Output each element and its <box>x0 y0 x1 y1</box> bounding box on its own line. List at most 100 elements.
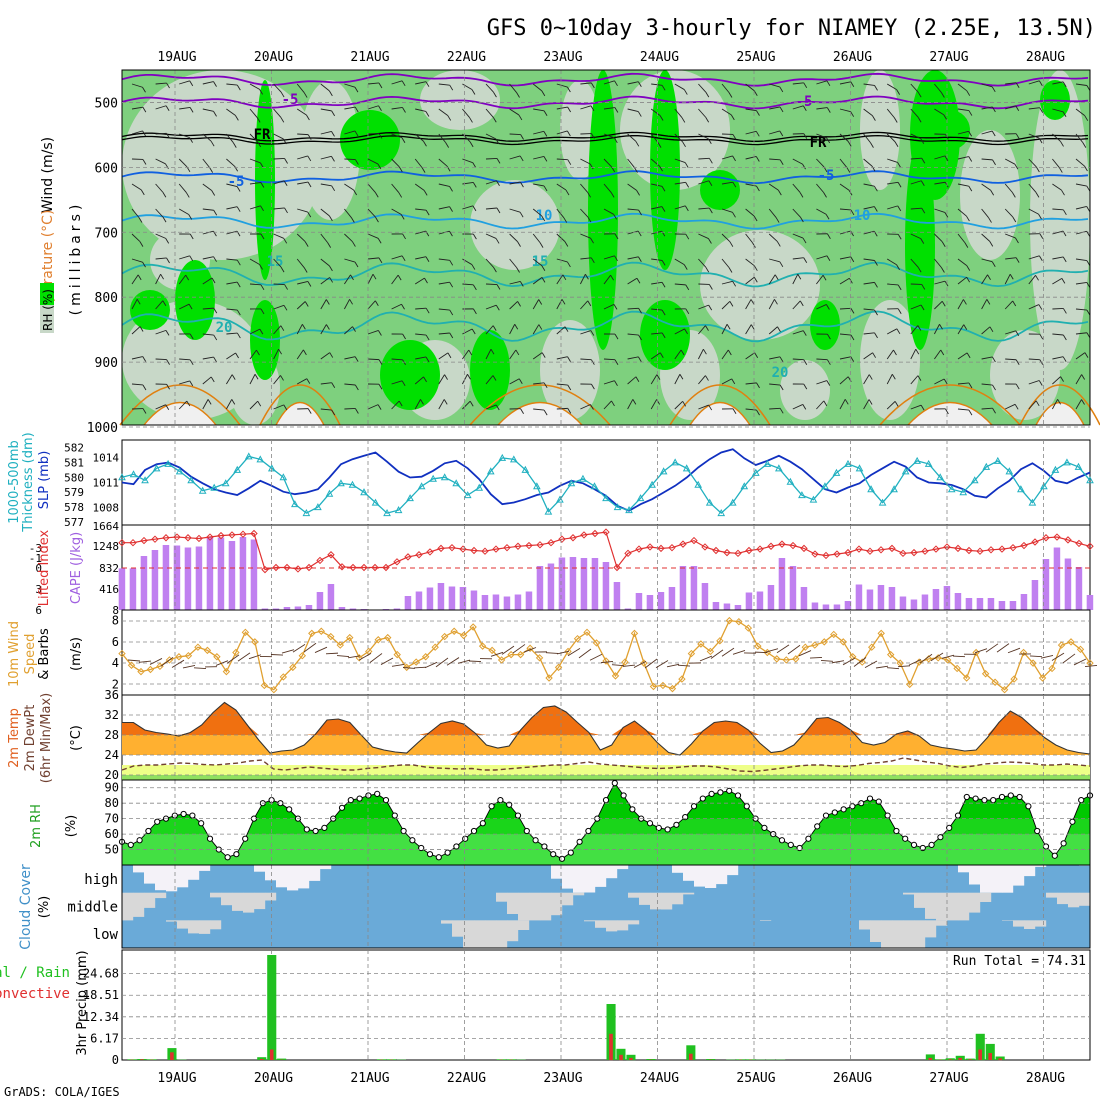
cape-bar <box>349 608 357 610</box>
rh-marker <box>743 803 750 810</box>
thickness-marker <box>498 453 507 461</box>
wind-speed-marker <box>1000 685 1009 694</box>
upper-wind-barb <box>1075 308 1087 311</box>
surface-wind-barb <box>666 663 680 668</box>
upper-wind-barb <box>226 332 238 335</box>
upper-wind-barb <box>934 233 943 243</box>
upper-wind-barb-flag <box>564 241 569 247</box>
thickness-marker <box>337 479 345 487</box>
upper-wind-barb-flag <box>467 374 471 380</box>
upper-wind-barb-flag <box>425 256 430 262</box>
upper-wind-barb <box>485 404 497 410</box>
lifted-index-marker <box>481 547 489 555</box>
cape-bar <box>1042 559 1050 610</box>
upper-wind-barb <box>721 108 732 116</box>
upper-wind-barb-flag <box>137 274 142 281</box>
upper-wind-barb-flag <box>423 376 427 383</box>
upper-wind-barb <box>532 83 543 92</box>
upper-wind-barb <box>509 83 517 93</box>
upper-wind-barb-flag <box>518 378 523 385</box>
upper-wind-barb <box>556 258 568 263</box>
contour-label: FR <box>254 127 271 143</box>
upper-wind-barb-flag <box>921 157 926 164</box>
upper-wind-barb <box>1005 257 1017 260</box>
upper-wind-barb <box>792 233 804 239</box>
upper-wind-barb-flag <box>260 284 265 291</box>
lifted-index-marker <box>987 546 995 554</box>
upper-wind-barb-flag <box>1086 260 1091 266</box>
upper-wind-barb-flag <box>1060 141 1064 147</box>
cloud-gap <box>1035 865 1047 867</box>
rh-marker <box>1025 803 1032 810</box>
upper-wind-barb <box>273 325 282 335</box>
lifted-index-marker <box>624 549 632 558</box>
upper-wind-barb <box>627 376 637 385</box>
rh-marker <box>532 837 539 844</box>
upper-wind-barb <box>816 400 825 410</box>
upper-wind-barb <box>391 303 402 310</box>
upper-wind-barb <box>1075 374 1083 385</box>
upper-wind-barb-flag <box>1062 81 1067 88</box>
cloud-gap <box>265 892 277 901</box>
upper-wind-barb-flag <box>397 274 402 281</box>
cape-bar <box>712 602 720 610</box>
upper-wind-barb-flag <box>986 299 991 305</box>
rh-marker <box>303 826 310 833</box>
rh-marker <box>884 812 891 819</box>
upper-wind-barb <box>627 81 639 85</box>
precip-convective-bar <box>998 1058 1002 1061</box>
upper-wind-barb-flag <box>449 309 454 316</box>
rh-marker <box>479 820 486 827</box>
upper-wind-barb-flag <box>331 156 335 162</box>
upper-wind-barb <box>886 328 898 335</box>
upper-wind-barb-flag <box>726 324 731 330</box>
cloud-gap <box>265 865 277 881</box>
upper-wind-barb-flag <box>355 408 359 414</box>
upper-wind-barb <box>532 233 541 243</box>
upper-wind-barb <box>320 83 330 92</box>
slp-tick: 1011 <box>93 477 120 490</box>
upper-wind-barb <box>367 358 380 361</box>
thickness-marker <box>798 491 806 499</box>
surface-wind-barb <box>303 642 317 653</box>
upper-wind-barb-flag <box>637 230 642 237</box>
surface-wind-barb <box>402 667 416 669</box>
surface-wind-barb <box>809 656 823 659</box>
lifted-index-marker <box>514 542 522 550</box>
upper-wind-barb <box>580 404 591 410</box>
upper-wind-barb <box>415 256 427 260</box>
upper-wind-barb-flag <box>636 277 641 284</box>
upper-wind-barb <box>155 273 161 285</box>
surface-wind-barb <box>941 654 955 659</box>
upper-wind-barb-flag <box>614 380 618 386</box>
upper-wind-barb-flag <box>1084 352 1089 358</box>
wind-speed-marker <box>516 650 525 659</box>
rh-marker <box>426 851 434 858</box>
upper-wind-barb <box>934 208 945 213</box>
upper-wind-barb-flag <box>278 348 282 355</box>
lifted-index-marker <box>954 544 962 553</box>
upper-wind-barb <box>674 283 686 286</box>
rh-marker <box>646 820 654 827</box>
isotherm-minus5 <box>121 95 1089 110</box>
cape-bar <box>954 593 962 610</box>
upper-wind-barb <box>627 158 635 168</box>
upper-wind-barb-flag <box>920 138 925 144</box>
cloud-gap <box>1013 920 1025 927</box>
upper-wind-barb-flag <box>968 110 973 116</box>
upper-wind-barb-flag <box>541 215 546 222</box>
cloud-gap <box>166 920 178 922</box>
upper-wind-barb-flag <box>992 159 996 166</box>
thickness-marker <box>233 465 242 473</box>
wind-speed-marker <box>146 665 155 674</box>
thickness-marker <box>521 465 530 473</box>
upper-wind-barb <box>273 258 282 268</box>
upper-wind-barb-flag <box>165 404 170 410</box>
upper-wind-barb <box>178 274 187 285</box>
upper-wind-barb-flag <box>517 241 521 247</box>
cape-bar <box>932 589 940 610</box>
upper-wind-barb-flag <box>142 159 147 165</box>
upper-wind-barb-flag <box>421 167 426 173</box>
upper-wind-barb-flag <box>189 137 193 143</box>
upper-wind-barb-flag <box>425 209 430 216</box>
